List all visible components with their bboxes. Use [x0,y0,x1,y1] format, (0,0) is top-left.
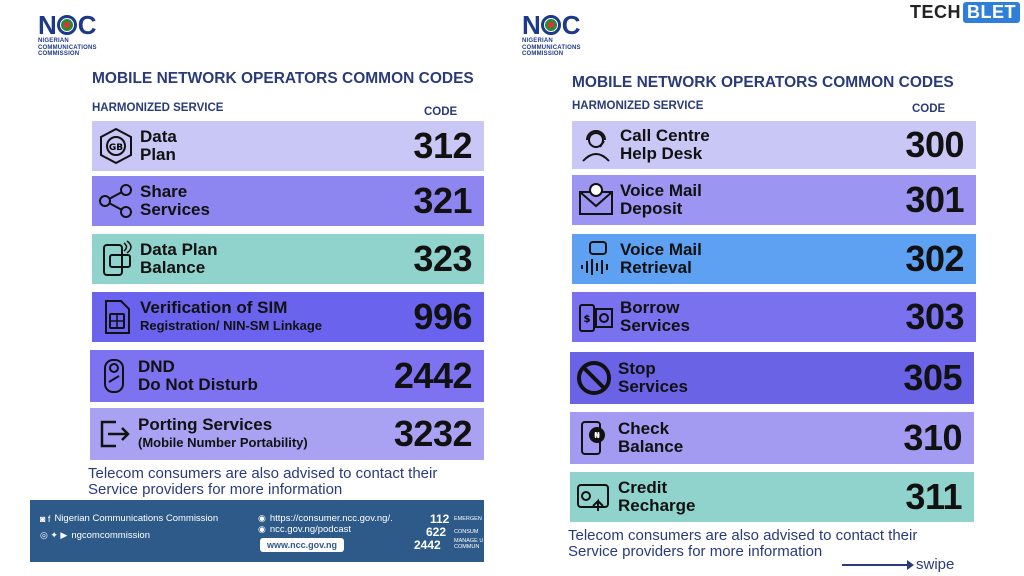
dnd-code: 2442 [414,538,441,552]
code-row: Voice Mail Retrieval 302 [572,234,976,284]
footer-handle: ◎ ✦ ▶ ngcomcommission [40,530,150,541]
service-label: Check Balance [618,419,684,456]
code-row: Data Plan Balance 323 [92,234,484,284]
service-code: 3232 [393,413,473,454]
footer-podcast-link[interactable]: ◉ ncc.gov.ng/podcast [258,524,352,535]
code-row: Porting Services (Mobile Number Portabili… [90,408,484,460]
consumer-label: CONSUM [454,529,479,535]
code-row: Verification of SIM Registration/ NIN-SM … [92,292,484,342]
code-column-header-right: CODE [912,103,946,115]
swipe-label: swipe [916,556,955,573]
swipe-hint[interactable]: swipe [842,556,954,573]
headset-agent-icon [576,125,616,165]
service-label: Share Services [140,182,210,219]
borrow-cash-icon: $ [576,297,616,337]
service-code: 301 [905,179,964,220]
door-hanger-icon [94,356,134,396]
exit-arrow-icon [94,414,134,454]
stop-sign-icon [574,358,614,398]
service-code: 996 [413,296,472,337]
phone-balance-icon [96,239,136,279]
emergency-label: EMERGEN [454,516,482,522]
service-label: Verification of SIM Registration/ NIN-SM … [140,298,323,334]
brand-text-1: TECH [910,2,961,22]
service-code: 303 [905,296,964,337]
emergency-code: 112 [430,512,450,526]
brand-text-2: BLET [963,2,1020,23]
service-label: Credit Recharge [618,478,696,515]
service-code: 302 [905,238,964,279]
service-code: 321 [413,180,472,221]
service-label: Data Plan Balance [140,240,218,277]
share-icon [96,181,136,221]
svg-text:₦: ₦ [594,431,600,440]
service-code: 312 [413,125,472,166]
footer-org: ◙ f Nigerian Communications Commission [40,513,219,524]
service-code: 305 [903,357,962,398]
service-code: 2442 [393,355,473,396]
service-label: Porting Services (Mobile Number Portabili… [138,415,308,451]
sim-card-icon [96,297,136,337]
footer-website-button[interactable]: www.ncc.gov.ng [260,538,345,552]
code-row: DND Do Not Disturb 2442 [90,350,484,402]
social-icons: ◙ f [40,513,51,524]
svg-text:GB: GB [109,143,123,153]
voice-wave-icon [576,239,616,279]
footer-consumer-link[interactable]: ◉ https://consumer.ncc.gov.ng/. [258,513,393,524]
code-row: ₦ Check Balance 310 [570,412,974,464]
techblet-watermark: TECH BLET [910,2,1020,23]
service-code: 323 [413,238,472,279]
service-code: 311 [905,476,962,517]
code-column-header: CODE [424,106,458,118]
podcast-icon: ◉ [258,524,266,534]
social-icons-2: ◎ ✦ ▶ [40,530,68,540]
code-row: Voice Mail Deposit 301 [572,175,976,225]
code-row: Credit Recharge 311 [570,472,974,522]
code-row: $ Borrow Services 303 [572,292,976,342]
service-column-header: HARMONIZED SERVICE [92,102,224,114]
service-label: Stop Services [618,359,688,396]
arrow-right-icon [842,559,914,570]
service-column-header-right: HARMONIZED SERVICE [572,100,704,112]
page-title: MOBILE NETWORK OPERATORS COMMON CODES [92,70,474,87]
voicemail-envelope-icon [576,180,616,220]
advisory-note: Telecom consumers are also advised to co… [88,465,438,498]
service-label: Voice Mail Retrieval [620,240,702,277]
consumer-code: 622 [426,525,447,539]
ncc-footer: ◙ f Nigerian Communications Commission ◎ … [30,500,484,562]
code-row: GB Data Plan 312 [92,121,484,171]
svg-text:$: $ [584,314,591,325]
code-row: Stop Services 305 [570,352,974,404]
recharge-card-icon [574,477,614,517]
service-code: 310 [903,417,962,458]
code-row: Share Services 321 [92,176,484,226]
gb-data-icon: GB [96,126,136,166]
globe-icon: ◉ [258,513,266,523]
code-row: Call Centre Help Desk 300 [572,121,976,169]
service-label: Borrow Services [620,298,690,335]
service-label: Call Centre Help Desk [620,126,710,163]
dnd-label: MANAGE U COMMUN [454,538,484,550]
service-code: 300 [905,124,964,165]
service-label: Voice Mail Deposit [620,181,702,218]
advisory-note-right: Telecom consumers are also advised to co… [568,527,918,560]
service-label: DND Do Not Disturb [138,357,258,394]
phone-coin-icon: ₦ [574,418,614,458]
service-label: Data Plan [140,127,177,164]
page-title-right: MOBILE NETWORK OPERATORS COMMON CODES [572,74,954,91]
